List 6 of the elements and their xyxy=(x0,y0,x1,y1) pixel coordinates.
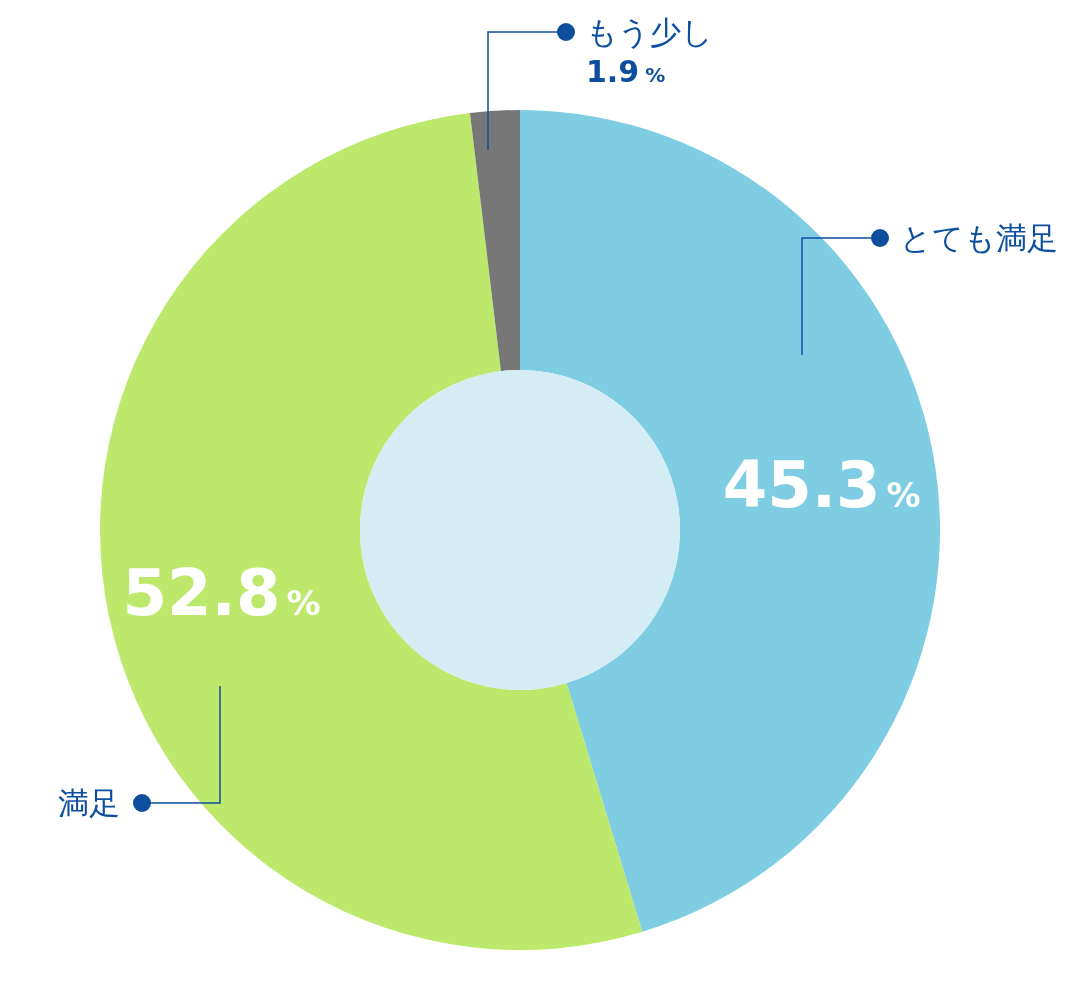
data-label: 52.8% xyxy=(122,555,321,630)
data-label: 45.3% xyxy=(722,448,921,523)
slice-label: もう少し xyxy=(586,14,713,50)
slice-label: 満足 xyxy=(58,785,120,821)
data-label: 1.9% xyxy=(586,54,666,89)
slice-label: とても満足 xyxy=(900,220,1058,256)
